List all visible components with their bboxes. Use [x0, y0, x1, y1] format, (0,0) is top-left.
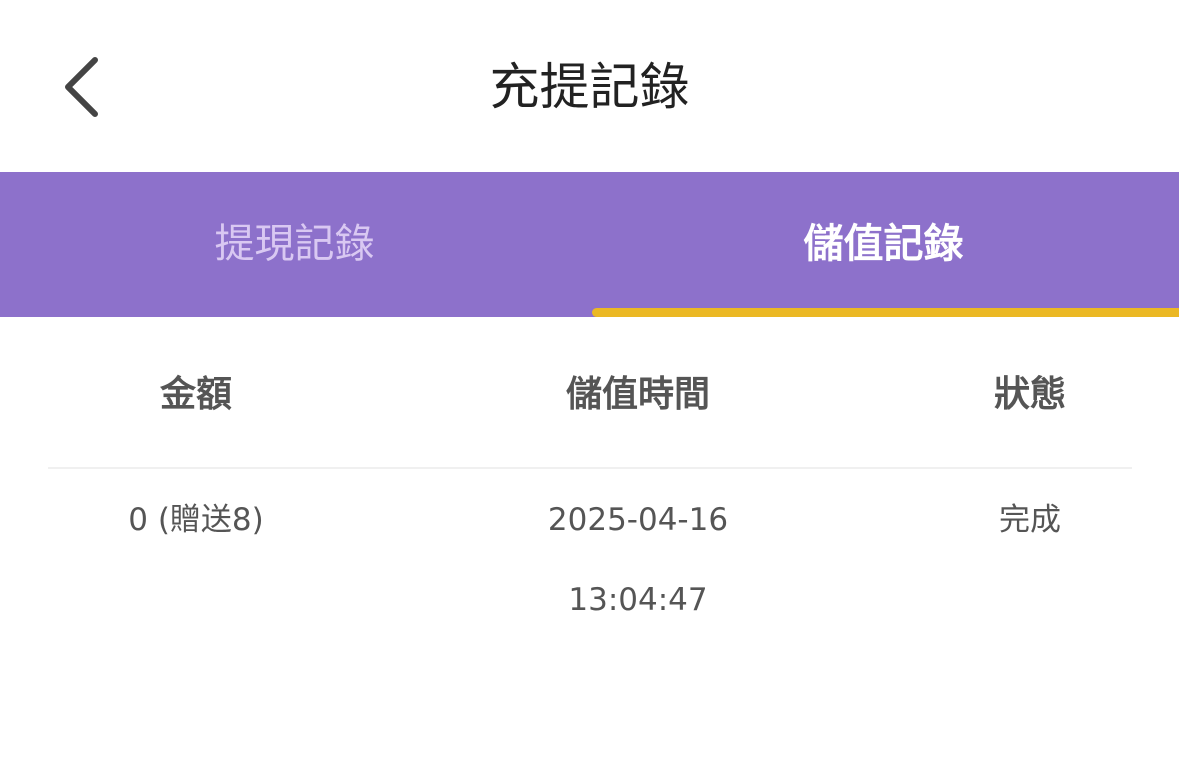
- header: 充提記錄: [0, 0, 1179, 172]
- tab-withdraw-records[interactable]: 提現記錄: [214, 221, 375, 267]
- tab-deposit-records[interactable]: 儲值記錄: [803, 221, 964, 267]
- active-tab-indicator: [592, 308, 1179, 317]
- table-header: 金額 儲值時間 狀態: [0, 355, 1179, 435]
- column-header-deposit-time: 儲值時間: [565, 374, 710, 415]
- column-header-status: 狀態: [993, 374, 1066, 415]
- divider: [48, 467, 1132, 469]
- back-button[interactable]: [55, 52, 115, 122]
- chevron-left-icon: [65, 57, 98, 117]
- table-row: 0 (贈送8) 2025-04-16 13:04:47 完成: [0, 480, 1179, 618]
- amount-cell: 0 (贈送8): [128, 502, 264, 538]
- column-header-amount: 金額: [159, 374, 232, 415]
- tab-bar: 提現記錄 儲值記錄: [0, 172, 1179, 317]
- status-cell: 完成: [999, 502, 1061, 538]
- deposit-time-cell: 2025-04-16 13:04:47: [547, 502, 729, 618]
- page-title: 充提記錄: [489, 58, 690, 116]
